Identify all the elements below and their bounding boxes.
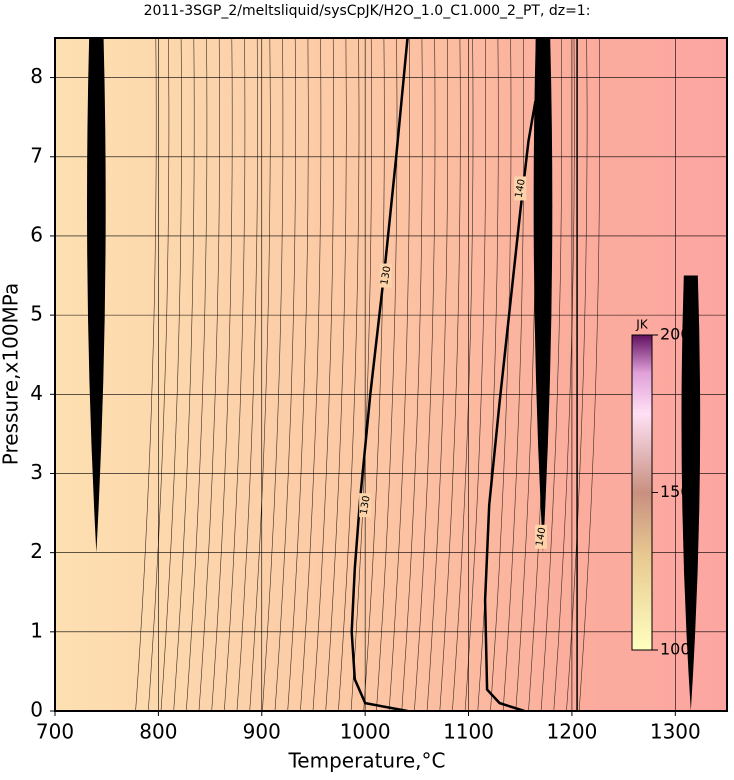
contour-line-thin [464,38,486,711]
contour-line-thin [211,38,233,711]
contour-label-bg [379,263,392,288]
contour-line-thin [325,38,347,711]
plot-area: 130 130 140 140 [55,38,727,711]
contour-line-thin [414,38,436,711]
y-tick-label: 5 [30,302,43,326]
contour-line-thin [578,38,600,711]
y-tick-label: 7 [30,143,43,167]
contour-line-thin [388,38,410,711]
contour-line-thin [490,38,512,711]
y-axis-label: Pressure,x100MPa [0,283,23,465]
contour-line [483,100,547,711]
contour-cluster [533,38,553,553]
colorbar-tick-label: 100 [660,640,691,659]
contour-label: 130 [359,495,373,516]
contour-label-bg [514,176,527,201]
y-tick-label: 4 [30,381,43,405]
contour-line-thin [262,38,284,711]
plot-background [55,38,727,711]
x-axis-label: Temperature,°C [287,749,445,773]
contour-line-thin [502,38,524,711]
contour-cluster [87,38,106,553]
contour-line-thin [426,38,448,711]
contour-label: 130 [379,265,393,286]
contour-label-bg [534,524,547,549]
contour-line-thin [312,38,334,711]
contour-label-bg [359,493,372,518]
contour-line-thin [363,38,385,711]
contour-line-thin [224,38,246,711]
contour-label: 140 [534,527,548,548]
contour-line-thin [300,38,322,711]
contour-line-thin [274,38,296,711]
chart-title: 2011-3SGP_2/meltsliquid/sysCpJK/H2O_1.0_… [144,3,591,19]
plot-frame [54,37,728,712]
x-tick-label: 1200 [546,720,597,744]
contour-line-thin [540,38,562,711]
y-tick-label: 1 [30,618,43,642]
contour-line-thin [160,38,182,711]
contour-line-thin [148,38,170,711]
contour-line-thin [338,38,360,711]
contour-line [350,38,409,711]
contour-cluster [681,275,701,711]
contour-line-thin [198,38,220,711]
y-tick-label: 8 [30,64,43,88]
y-tick-label: 2 [30,539,43,563]
colorbar-tick-label: 150 [660,482,691,501]
contour-line-thin [439,38,461,711]
contour-label: 140 [514,178,528,199]
contour-line-thin [350,38,372,711]
contour-line-thin [236,38,258,711]
x-tick-label: 800 [139,720,177,744]
y-tick-label: 3 [30,460,43,484]
contour-line-thin [553,38,575,711]
contour-line-thin [249,38,271,711]
x-tick-label: 900 [243,720,281,744]
colorbar-tick-label: 200 [660,325,691,344]
x-tick-label: 1300 [650,720,701,744]
contour-line-thin [173,38,195,711]
x-tick-label: 700 [36,720,74,744]
y-tick-label: 0 [30,698,43,722]
colorbar-label: JK [635,318,649,332]
colorbar [631,334,653,651]
contour-line-thin [566,38,588,711]
contour-line-thin [186,38,208,711]
contour-line-thin [135,38,157,711]
x-tick-label: 1100 [443,720,494,744]
y-tick-label: 6 [30,222,43,246]
contour-line-thin [452,38,474,711]
x-tick-label: 1000 [340,720,391,744]
contour-line-thin [287,38,309,711]
contour-line-thin [401,38,423,711]
